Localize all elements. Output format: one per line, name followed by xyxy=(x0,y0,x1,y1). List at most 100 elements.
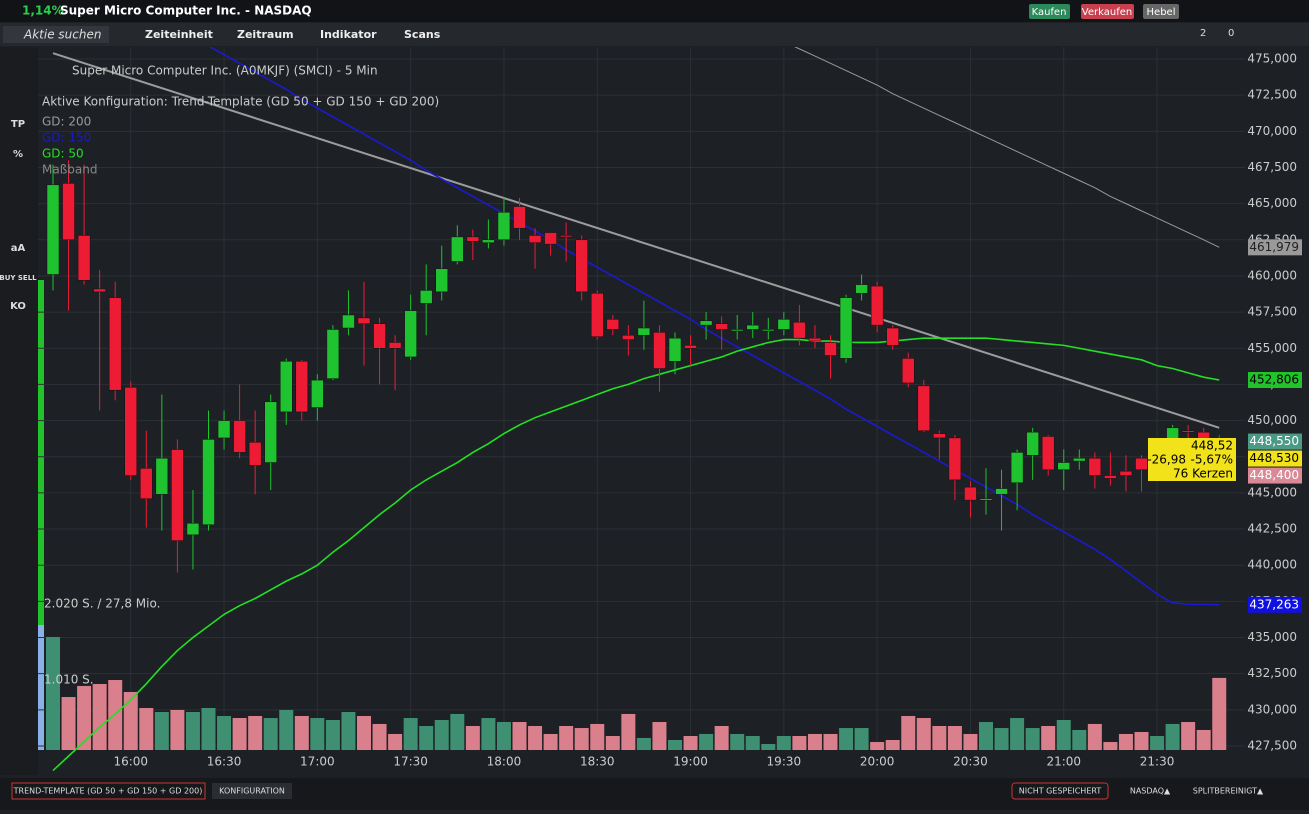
candle-body xyxy=(622,334,635,340)
candle-body xyxy=(171,449,184,541)
candle-body xyxy=(1119,470,1133,476)
y-tick-label: 457,500 xyxy=(1247,305,1297,319)
menu[interactable]: Indikator xyxy=(320,28,377,41)
volume-bar xyxy=(341,712,356,750)
volume-bar xyxy=(496,722,511,750)
x-tick-label: 19:00 xyxy=(673,755,708,769)
x-tick-label: 18:30 xyxy=(580,755,615,769)
volume-bar xyxy=(248,715,263,750)
config-name: TREND-TEMPLATE (GD 50 + GD 150 + GD 200) xyxy=(13,787,203,796)
candle-body xyxy=(357,317,371,324)
trendline xyxy=(52,52,1220,429)
candle-body xyxy=(1181,430,1195,433)
candle-body xyxy=(870,285,884,326)
sell-label: Verkaufen xyxy=(1082,7,1132,18)
leverage-label: Hebel xyxy=(1147,7,1176,18)
price-tag-label: 448,400 xyxy=(1249,468,1299,482)
price-tag-label: 452,806 xyxy=(1249,372,1299,386)
menu[interactable]: Zeiteinheit xyxy=(145,28,213,41)
volume-bar xyxy=(668,739,682,750)
tool[interactable]: TP xyxy=(11,119,25,130)
legend-entry: Maßband xyxy=(42,163,97,177)
volume-bar xyxy=(388,733,403,750)
tool[interactable]: KO xyxy=(10,301,26,312)
volume-bar xyxy=(201,708,216,750)
candle-body xyxy=(124,387,137,476)
candle-body xyxy=(1088,457,1102,476)
y-tick-label: 430,000 xyxy=(1247,702,1297,716)
candle-body xyxy=(295,361,309,413)
measure-text: 76 Kerzen xyxy=(1173,467,1233,481)
change: 1,14% xyxy=(22,4,64,18)
leverage-button[interactable] xyxy=(1143,4,1179,19)
volume-bar xyxy=(559,725,574,750)
search-box[interactable] xyxy=(3,26,109,43)
candle-body xyxy=(808,337,822,342)
volume-bar xyxy=(714,725,729,750)
volume-bar xyxy=(543,733,558,750)
tool[interactable]: % xyxy=(13,149,23,160)
chart-title: Super Micro Computer Inc. (A0MKJF) (SMCI… xyxy=(72,64,378,78)
legend-entry: GD: 150 xyxy=(42,131,91,145)
volume-label: 2.020 S. / 27,8 Mio. xyxy=(44,597,160,611)
measure-text: -26,98 xyxy=(1147,453,1186,467)
volume-bar xyxy=(1103,742,1118,750)
side-marker xyxy=(38,625,44,750)
volume-bar xyxy=(123,691,138,750)
volume-bar xyxy=(792,736,807,750)
note-count: 0 xyxy=(1228,28,1234,39)
volume-bar xyxy=(839,728,854,750)
volume-bar xyxy=(1010,718,1025,750)
volume-bar xyxy=(776,736,791,750)
candle-body xyxy=(591,293,604,337)
candle-body xyxy=(451,236,464,262)
menu[interactable]: Scans xyxy=(404,28,441,41)
moving-average xyxy=(208,47,1220,606)
sell-button[interactable] xyxy=(1081,4,1134,19)
candle-body xyxy=(1026,431,1039,456)
candle-body xyxy=(217,420,231,439)
volume-bar xyxy=(170,709,185,750)
buy-button[interactable] xyxy=(1029,4,1070,19)
candle-body xyxy=(419,290,433,304)
volume-bar xyxy=(1041,725,1056,750)
legend-entry: GD: 200 xyxy=(42,115,91,129)
toolbar xyxy=(0,23,1309,46)
split[interactable]: SPLITBEREINIGT▲ xyxy=(1193,787,1264,796)
volume-bar xyxy=(885,739,900,750)
candle-body xyxy=(93,288,106,293)
tool[interactable]: BUY SELL xyxy=(0,274,37,282)
candle-body xyxy=(311,379,324,408)
y-tick-label: 435,000 xyxy=(1247,630,1297,644)
y-tick-label: 432,500 xyxy=(1247,666,1297,680)
saved-tag xyxy=(1011,782,1109,800)
volume-bar xyxy=(61,697,76,750)
x-tick-label: 16:30 xyxy=(207,755,242,769)
volume-bar xyxy=(263,718,278,750)
candle-body xyxy=(902,358,915,384)
config-tag[interactable] xyxy=(11,782,206,800)
candle-body xyxy=(839,297,853,359)
volume-bar xyxy=(279,709,294,750)
candle-body xyxy=(793,321,806,339)
candle-body xyxy=(886,327,899,346)
volume-bar xyxy=(154,712,169,750)
tool[interactable]: aA xyxy=(11,243,26,254)
volume-bar xyxy=(465,725,480,750)
candle-body xyxy=(186,523,200,536)
volume-bar xyxy=(699,733,714,750)
candle-body xyxy=(699,320,713,326)
candle-body xyxy=(964,486,977,501)
x-tick-label: 18:00 xyxy=(487,755,522,769)
x-tick-label: 20:00 xyxy=(860,755,895,769)
volume-bar xyxy=(870,742,885,750)
price-tag-label: 448,530 xyxy=(1249,451,1299,465)
menu[interactable]: Zeitraum xyxy=(237,28,294,41)
chart-subtitle: Aktive Konfiguration: Trend-Template (GD… xyxy=(42,95,439,109)
side-marker xyxy=(38,280,44,625)
candle-body xyxy=(917,385,931,431)
config-button[interactable] xyxy=(212,783,292,799)
exchange[interactable]: NASDAQ▲ xyxy=(1130,787,1171,796)
y-tick-label: 465,000 xyxy=(1247,196,1297,210)
y-tick-label: 445,000 xyxy=(1247,485,1297,499)
